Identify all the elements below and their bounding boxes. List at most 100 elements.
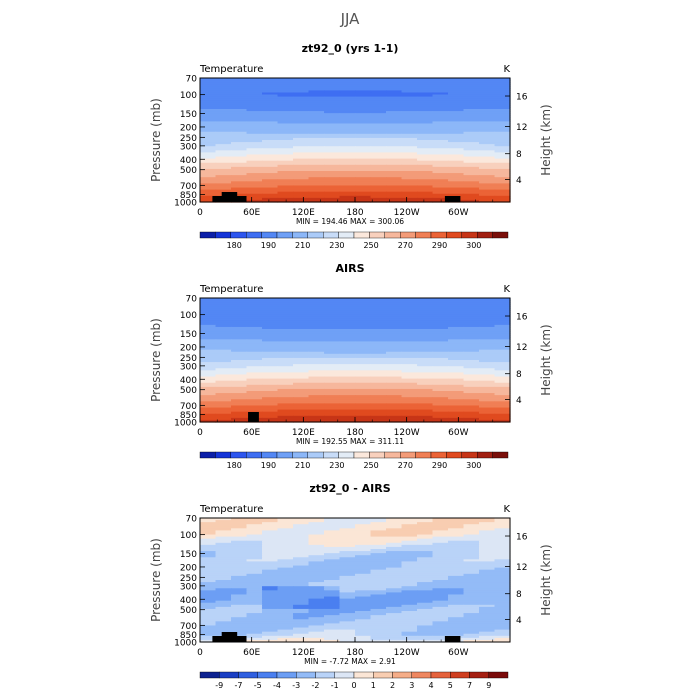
- field-cell: [215, 376, 232, 380]
- field-cell: [262, 106, 279, 110]
- field-cell: [448, 117, 465, 120]
- x-tick-label: 120E: [292, 428, 315, 438]
- field-cell: [308, 168, 325, 172]
- field-cell: [401, 86, 418, 89]
- field-cell: [355, 129, 372, 133]
- field-cell: [308, 417, 325, 421]
- field-cell: [463, 140, 480, 143]
- field-cell: [200, 179, 217, 182]
- field-cell: [231, 374, 248, 378]
- field-cell: [200, 324, 217, 328]
- field-cell: [339, 168, 356, 172]
- field-cell: [277, 627, 294, 631]
- field-cell: [463, 582, 480, 585]
- colorbar-swatch: [245, 231, 262, 239]
- field-cell: [262, 349, 279, 353]
- colorbar-label: -5: [254, 681, 262, 690]
- field-cell: [417, 586, 434, 589]
- field-cell: [370, 152, 387, 156]
- field-cell: [215, 619, 232, 622]
- field-cell: [200, 308, 217, 311]
- field-cell: [277, 160, 294, 164]
- field-cell: [339, 546, 356, 550]
- field-cell: [308, 384, 325, 388]
- field-cell: [215, 113, 232, 116]
- field-cell: [262, 183, 279, 187]
- field-cell: [324, 150, 341, 153]
- field-cell: [448, 598, 465, 602]
- y-tick-label: 150: [180, 550, 197, 560]
- field-cell: [448, 553, 465, 556]
- field-cell: [448, 154, 465, 158]
- field-cell: [463, 538, 480, 542]
- field-cell: [293, 522, 310, 525]
- colorbar-swatch: [446, 231, 462, 239]
- field-cell: [432, 542, 449, 546]
- field-cell: [494, 557, 511, 560]
- field-cell: [308, 563, 325, 567]
- field-cell: [262, 129, 279, 133]
- field-cell: [277, 573, 294, 577]
- field-cell: [200, 106, 217, 110]
- field-cell: [355, 623, 372, 627]
- field-cell: [479, 524, 496, 527]
- field-cell: [277, 528, 294, 531]
- field-cell: [200, 329, 217, 332]
- field-cell: [246, 586, 263, 589]
- field-cell: [494, 104, 511, 108]
- field-cell: [231, 362, 248, 365]
- field-cell: [494, 360, 511, 363]
- colorbar-swatch: [334, 671, 355, 679]
- field-cell: [246, 518, 263, 521]
- field-cell: [246, 557, 263, 560]
- field-cell: [293, 150, 310, 153]
- field-cell: [494, 316, 511, 320]
- field-cell: [324, 631, 341, 635]
- field-cell: [463, 187, 480, 191]
- field-cell: [370, 542, 387, 546]
- field-cell: [277, 183, 294, 187]
- field-cell: [231, 532, 248, 536]
- field-cell: [479, 380, 496, 384]
- field-cell: [324, 310, 341, 314]
- field-cell: [432, 189, 449, 193]
- field-cell: [417, 349, 434, 353]
- field-cell: [463, 335, 480, 338]
- field-cell: [293, 633, 310, 637]
- field-cell: [386, 530, 403, 534]
- field-cell: [417, 536, 434, 540]
- field-cell: [417, 590, 434, 593]
- field-cell: [463, 625, 480, 629]
- field-cell: [448, 524, 465, 527]
- field-cell: [494, 380, 511, 384]
- field-cell: [417, 135, 434, 139]
- field-cell: [479, 166, 496, 170]
- field-cell: [293, 135, 310, 139]
- field-cell: [308, 106, 325, 110]
- field-cell: [494, 92, 511, 96]
- field-cell: [494, 109, 511, 112]
- field-cell: [339, 401, 356, 404]
- field-cell: [262, 308, 279, 311]
- field-cell: [324, 407, 341, 411]
- field-cell: [494, 329, 511, 332]
- field-cell: [417, 80, 434, 83]
- field-cell: [215, 615, 232, 618]
- field-cell: [293, 90, 310, 94]
- field-cell: [231, 94, 248, 98]
- field-cell: [401, 109, 418, 112]
- field-cell: [417, 162, 434, 166]
- field-cell: [417, 183, 434, 187]
- field-cell: [432, 577, 449, 581]
- field-cell: [494, 183, 511, 187]
- field-cell: [324, 553, 341, 556]
- field-cell: [324, 175, 341, 178]
- field-cell: [463, 608, 480, 612]
- field-cell: [262, 415, 279, 419]
- field-cell: [417, 345, 434, 349]
- y-tick-label: 850: [180, 631, 197, 641]
- field-cell: [246, 608, 263, 612]
- field-cell: [200, 117, 217, 120]
- field-cell: [308, 333, 325, 336]
- field-cell: [432, 580, 449, 583]
